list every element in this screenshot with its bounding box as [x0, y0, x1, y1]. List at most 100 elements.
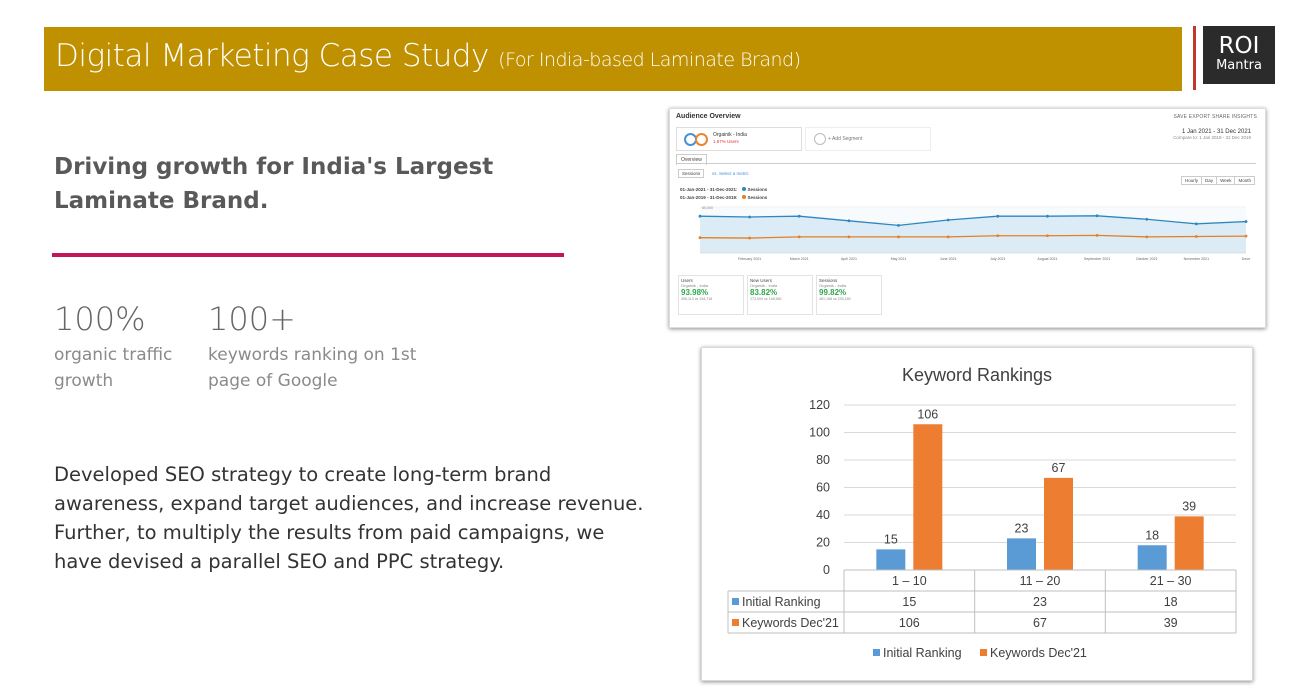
stat-label: organic traffic growth	[54, 345, 173, 391]
series-2019-point	[1244, 234, 1248, 238]
series-2021-point	[946, 218, 950, 222]
segment-pct: 1.67% Users	[713, 139, 739, 144]
series-2019	[699, 234, 1247, 239]
data-label: 106	[917, 407, 938, 421]
period-day: Day	[1201, 176, 1218, 185]
segment-name: Orgainik - India	[713, 132, 747, 138]
legend-key	[732, 619, 739, 626]
y-tick-label: 20	[816, 536, 830, 550]
category-label: 21 – 30	[1150, 574, 1192, 588]
series-2021-point	[897, 224, 900, 227]
series-2021-point	[698, 214, 702, 218]
keyword-rankings-chart: Keyword Rankings 0 20 40 60 80 100 120 15 106 23 67…	[701, 347, 1253, 681]
ga-tab-overview: Overview	[676, 154, 707, 165]
ga-legend-item: 01-Jan-2021 - 31-Dec-2021: Sessions	[680, 187, 768, 192]
legend-dot-icon	[741, 187, 746, 191]
data-label: 67	[1052, 461, 1066, 475]
summary-new-users: New Users Orgainik - India 83.82% 273,09…	[747, 275, 813, 315]
add-segment-label: + Add Segment	[828, 136, 863, 142]
data-label: 18	[1145, 528, 1159, 542]
series-2021-point	[1095, 214, 1099, 218]
y-tick-label: 60	[816, 481, 830, 495]
category-label: 1 – 10	[892, 574, 927, 588]
series-area	[700, 215, 1246, 253]
legend-key	[732, 598, 739, 605]
add-circle-icon	[814, 133, 826, 145]
y-tick-label: 40	[816, 508, 830, 522]
table-cell: 39	[1164, 616, 1178, 630]
logo-divider	[1193, 26, 1196, 90]
date-range: 1 Jan 2021 - 31 Dec 2021	[1181, 129, 1251, 135]
series-2019-point	[1095, 233, 1099, 237]
ga-legend: 01-Jan-2021 - 31-Dec-2021: Sessions 01-Ja…	[680, 186, 767, 202]
data-label: 39	[1182, 499, 1196, 513]
series-2021-point	[1145, 217, 1149, 221]
summary-sessions: Sessions Orgainik - India 99.82% 461,168…	[816, 275, 882, 315]
month-label: September 2021	[1084, 257, 1111, 261]
bar-dec21	[1174, 516, 1204, 570]
header-bar: Digital Marketing Case Study (For India-…	[44, 27, 1182, 91]
series-2019-point	[1046, 234, 1049, 238]
page-subtitle: (For India-based Laminate Brand)	[498, 49, 801, 71]
month-label: November 2021	[1184, 257, 1210, 261]
month-label: April 2021	[841, 257, 857, 261]
table-cell: 23	[1033, 595, 1047, 609]
month-label: May 2021	[891, 257, 907, 261]
series-2019-point	[748, 236, 752, 240]
bar-initial	[1007, 538, 1036, 570]
period-week: Week	[1216, 176, 1236, 185]
compare-range: Compare to: 1 Jan 2019 - 31 Dec 2019	[1173, 135, 1251, 140]
y-tick-label: 60,000	[702, 206, 713, 210]
series-2021-point	[1194, 222, 1198, 226]
series-2019-point	[797, 235, 801, 239]
bar-dec21	[913, 424, 943, 570]
headline: Driving growth for India's Largest Lamin…	[54, 154, 494, 214]
y-tick-label: 100	[809, 426, 830, 440]
ga-actions: SAVE EXPORT SHARE INSIGHTS	[1173, 114, 1257, 120]
month-label: August 2021	[1037, 257, 1057, 261]
stat-value: 100+	[208, 300, 296, 338]
logo-mantra: Mantra	[1216, 58, 1262, 73]
month-label: Dece	[1242, 257, 1250, 261]
month-label: October 2021	[1136, 257, 1158, 261]
chart-title: Keyword Rankings	[902, 365, 1052, 385]
month-label: July 2021	[990, 257, 1005, 261]
ga-add-segment: + Add Segment	[805, 127, 931, 151]
stat-keywords: 100+ keywords ranking on 1st page of Goo…	[208, 298, 428, 394]
page-title-main: Digital Marketing Case Study	[55, 38, 489, 74]
legend-label: Keywords Dec'21	[990, 646, 1087, 660]
ga-vs-metric: vs. Select a metric	[712, 171, 749, 176]
segment-ring-icon	[695, 133, 708, 146]
y-tick-label: 120	[809, 398, 830, 412]
series-2019-point	[996, 234, 1000, 238]
keyword-chart-svg: Keyword Rankings 0 20 40 60 80 100 120 15 106 23 67…	[727, 365, 1237, 660]
y-tick-label: 0	[823, 563, 830, 577]
legend-swatch	[980, 649, 987, 656]
table-cell: 18	[1164, 595, 1178, 609]
table-series-label: Keywords Dec'21	[742, 616, 839, 630]
series-2019-point	[1145, 235, 1149, 239]
series-2019-point	[1194, 235, 1198, 238]
period-hourly: Hourly	[1181, 176, 1203, 185]
category-label: 11 – 20	[1020, 574, 1061, 588]
divider	[52, 253, 564, 257]
ga-tab-line	[676, 163, 1256, 164]
table-series-label: Initial Ranking	[742, 595, 821, 609]
page-title: Digital Marketing Case Study (For India-…	[55, 38, 801, 74]
series-2021	[699, 215, 1247, 227]
data-label: 23	[1015, 521, 1029, 535]
month-label: March 2021	[790, 257, 809, 261]
table-cell: 15	[902, 595, 916, 609]
ga-legend-item: 01-Jan-2019 - 31-Dec-2019: Sessions	[680, 195, 768, 200]
series-2019-point	[847, 235, 851, 239]
month-label: February 2021	[738, 257, 761, 261]
legend-label: Initial Ranking	[883, 646, 962, 660]
stat-organic-traffic: 100% organic traffic growth	[54, 298, 194, 394]
series-2021-point	[797, 214, 801, 218]
table-cell: 67	[1033, 616, 1047, 630]
month-label: June 2021	[940, 257, 957, 261]
roi-mantra-logo: ROI Mantra	[1203, 26, 1275, 84]
table-cell: 106	[899, 616, 920, 630]
data-label: 15	[884, 532, 898, 546]
ga-title: Audience Overview	[676, 113, 741, 120]
